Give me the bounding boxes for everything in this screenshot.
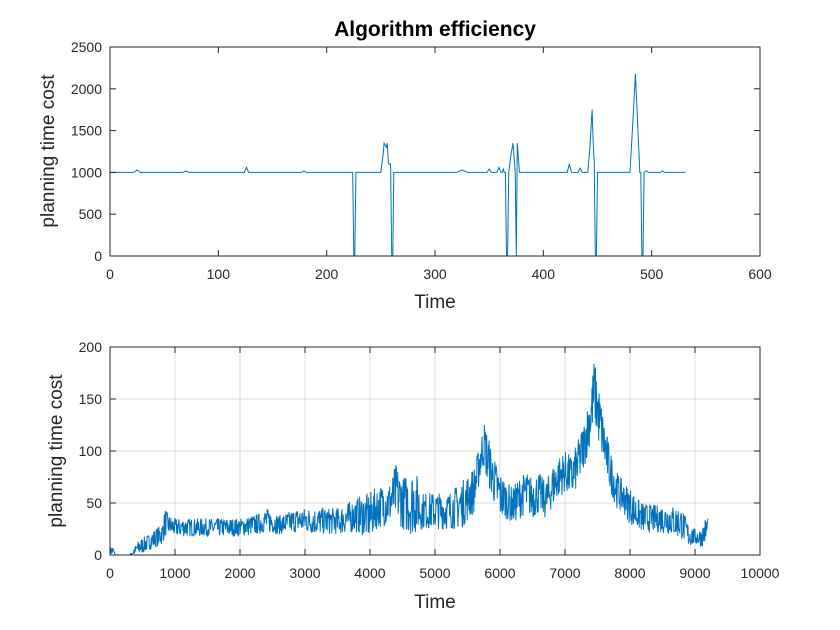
series-path bbox=[110, 73, 686, 257]
x-axis-label: Time bbox=[414, 292, 456, 313]
plot-area bbox=[109, 46, 761, 257]
chart-title: Algorithm efficiency bbox=[334, 18, 536, 41]
chart-efficiency-top: Algorithm efficiency 0 100 200 300 400 500 600… bbox=[38, 18, 772, 313]
series-path bbox=[109, 363, 709, 556]
series-line bbox=[110, 73, 686, 257]
x-tick-label: 7000 bbox=[549, 565, 580, 581]
x-tick-label: 200 bbox=[315, 266, 339, 282]
y-axis-label: planning time cost bbox=[46, 374, 67, 528]
x-tick-label: 500 bbox=[640, 266, 664, 282]
x-tick-label: 300 bbox=[423, 266, 447, 282]
y-tick-label: 2500 bbox=[71, 39, 102, 55]
x-axis-ticks: 0 1000 2000 3000 4000 5000 6000 7000 8000 9000 100… bbox=[106, 347, 780, 581]
x-tick-label: 3000 bbox=[289, 565, 320, 581]
y-tick-label: 0 bbox=[94, 248, 102, 264]
x-tick-label: 5000 bbox=[419, 565, 450, 581]
x-tick-label: 6000 bbox=[484, 565, 515, 581]
x-tick-label: 0 bbox=[106, 565, 114, 581]
x-tick-label: 2000 bbox=[224, 565, 255, 581]
y-axis-ticks: 0 500 1000 1500 2000 2500 bbox=[71, 39, 760, 264]
y-tick-label: 1500 bbox=[71, 123, 102, 139]
x-tick-label: 400 bbox=[532, 266, 556, 282]
x-tick-label: 600 bbox=[748, 266, 772, 282]
x-axis-label: Time bbox=[414, 592, 456, 613]
y-tick-label: 50 bbox=[86, 495, 102, 511]
y-tick-label: 2000 bbox=[71, 81, 102, 97]
y-axis-ticks: 0 50 100 150 200 bbox=[79, 339, 760, 563]
x-tick-label: 0 bbox=[106, 266, 114, 282]
y-tick-label: 100 bbox=[79, 443, 103, 459]
series-line bbox=[109, 363, 709, 556]
y-tick-label: 0 bbox=[94, 547, 102, 563]
y-tick-label: 200 bbox=[79, 339, 103, 355]
x-tick-label: 1000 bbox=[159, 565, 190, 581]
y-axis-label: planning time cost bbox=[38, 74, 59, 228]
y-tick-label: 500 bbox=[79, 206, 103, 222]
x-tick-label: 100 bbox=[207, 266, 231, 282]
x-tick-label: 9000 bbox=[679, 565, 710, 581]
x-tick-label: 8000 bbox=[614, 565, 645, 581]
x-tick-label: 10000 bbox=[741, 565, 780, 581]
x-axis-ticks: 0 100 200 300 400 500 600 bbox=[106, 47, 772, 282]
x-tick-label: 4000 bbox=[354, 565, 385, 581]
y-tick-label: 1000 bbox=[71, 164, 102, 180]
y-tick-label: 150 bbox=[79, 391, 103, 407]
chart-efficiency-bottom: 0 1000 2000 3000 4000 5000 6000 7000 8000 9000 100… bbox=[46, 339, 780, 613]
